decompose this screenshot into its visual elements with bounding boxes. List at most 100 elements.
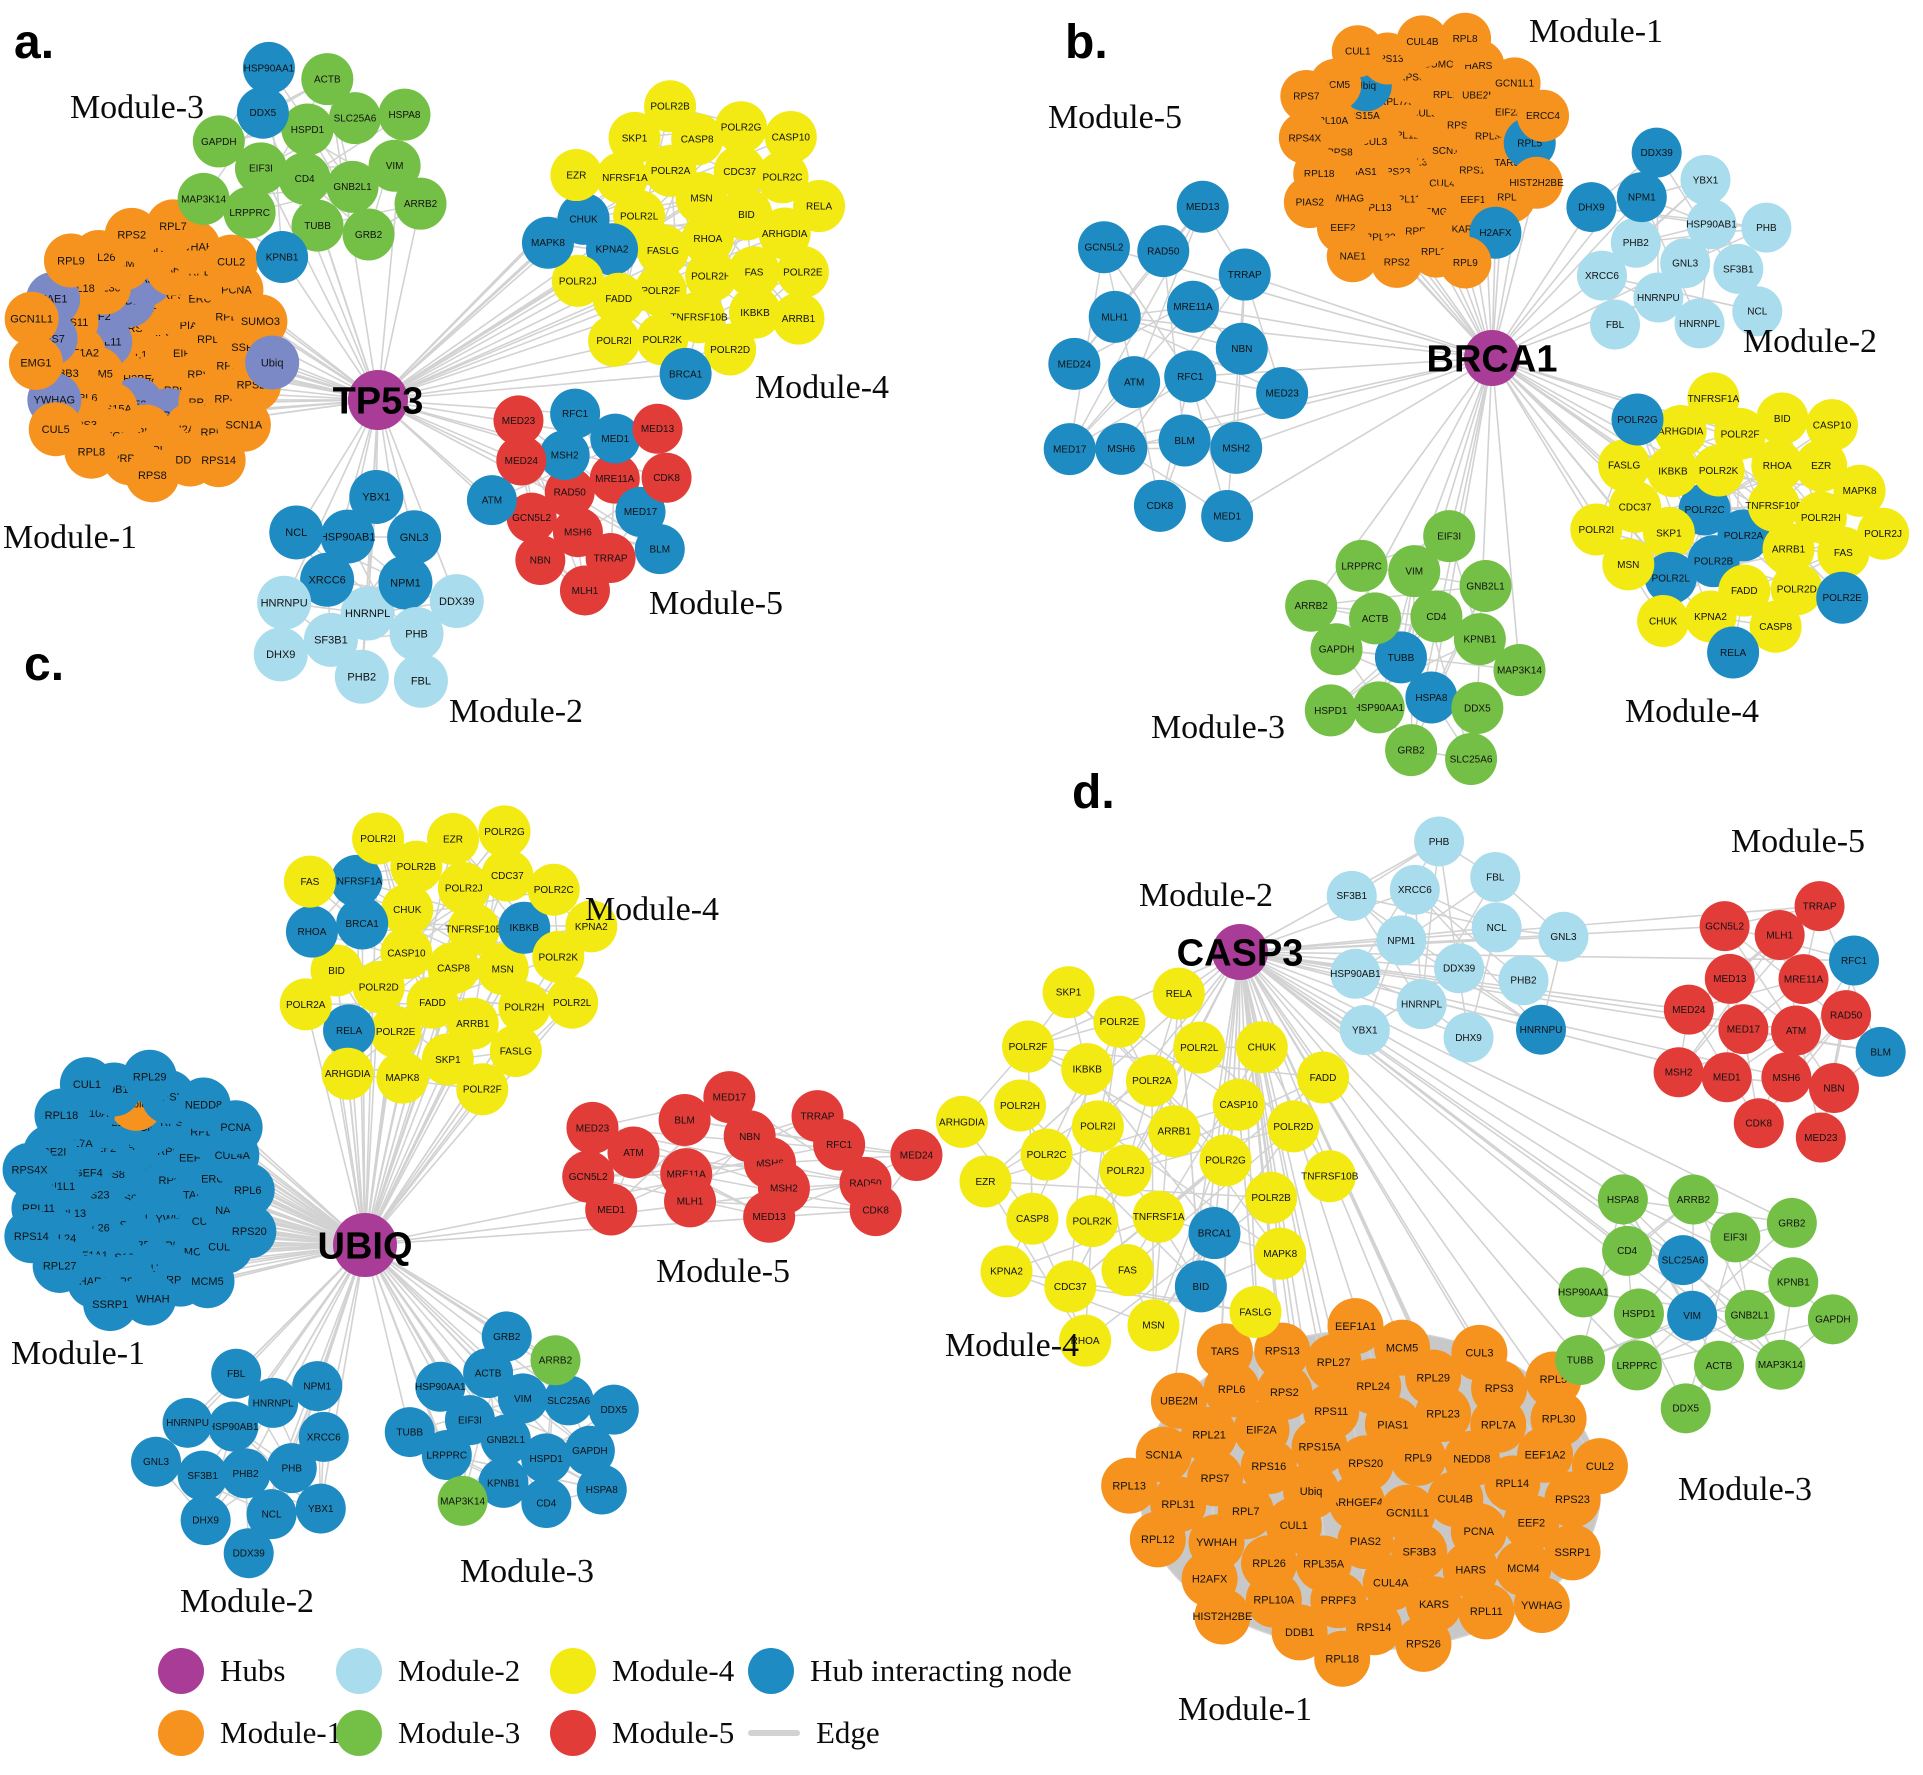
node-POLR2I[interactable]: POLR2I [588, 314, 641, 367]
node-circle[interactable] [530, 1335, 581, 1386]
node-circle[interactable] [1405, 671, 1458, 724]
node-circle[interactable] [1077, 221, 1130, 274]
node-circle[interactable] [1059, 1314, 1112, 1367]
node-RPS4X[interactable]: RPS4X [1278, 111, 1331, 164]
node-EEF2[interactable]: EEF2 [1503, 1494, 1560, 1551]
node-GCN5L2[interactable]: GCN5L2 [1699, 901, 1750, 952]
node-POLR2E[interactable]: POLR2E [369, 1005, 422, 1058]
node-TRRAP[interactable]: TRRAP [791, 1090, 844, 1143]
node-circle[interactable] [248, 1377, 299, 1428]
node-MED23[interactable]: MED23 [566, 1101, 619, 1154]
node-circle[interactable] [253, 627, 308, 682]
node-HNRNPU[interactable]: HNRNPU [1515, 1004, 1566, 1055]
node-SF3B1[interactable]: SF3B1 [1326, 870, 1377, 921]
node-FAS[interactable]: FAS [283, 855, 336, 908]
node-HSPD1[interactable]: HSPD1 [521, 1433, 572, 1484]
node-circle[interactable] [1044, 1260, 1097, 1313]
node-FADD[interactable]: FADD [406, 976, 459, 1029]
node-MED23[interactable]: MED23 [493, 395, 544, 446]
node-DHX9[interactable]: DHX9 [1566, 182, 1617, 233]
node-IKBKB[interactable]: IKBKB [729, 286, 782, 339]
node-circle[interactable] [1235, 1021, 1288, 1074]
node-CUL5[interactable]: CUL5 [28, 402, 83, 457]
node-PIAS2[interactable]: PIAS2 [1283, 176, 1336, 229]
node-FASLG[interactable]: FASLG [489, 1025, 542, 1078]
node-circle[interactable] [1071, 1100, 1124, 1153]
node-DHX9[interactable]: DHX9 [253, 627, 308, 682]
node-RPS14[interactable]: RPS14 [191, 433, 246, 488]
node-circle[interactable] [1127, 1299, 1180, 1352]
node-FADD[interactable]: FADD [1297, 1051, 1350, 1104]
node-ARRB2[interactable]: ARRB2 [1285, 579, 1338, 632]
node-TUBB[interactable]: TUBB [1555, 1334, 1606, 1385]
node-circle[interactable] [301, 53, 354, 106]
node-circle[interactable] [1829, 935, 1880, 986]
node-MED1[interactable]: MED1 [590, 413, 641, 464]
node-circle[interactable] [1245, 1171, 1298, 1224]
node-circle[interactable] [1733, 1098, 1784, 1149]
node-circle[interactable] [1654, 405, 1707, 458]
node-DDB1[interactable]: DDB1 [1271, 1604, 1328, 1661]
node-EZR[interactable]: EZR [426, 812, 479, 865]
node-circle[interactable] [394, 177, 447, 230]
node-MSH6[interactable]: MSH6 [1761, 1052, 1812, 1103]
node-circle[interactable] [1713, 243, 1764, 294]
node-circle[interactable] [1749, 600, 1802, 653]
node-POLR2L[interactable]: POLR2L [1173, 1021, 1226, 1074]
node-circle[interactable] [1132, 1190, 1185, 1243]
node-MAPK8[interactable]: MAPK8 [376, 1051, 429, 1104]
node-MCM5[interactable]: MCM5 [180, 1254, 235, 1309]
node-GAPDH[interactable]: GAPDH [564, 1425, 615, 1476]
node-RAD50[interactable]: RAD50 [544, 467, 595, 518]
node-circle[interactable] [1555, 1334, 1606, 1385]
node-HSP90AB1[interactable]: HSP90AB1 [320, 509, 376, 564]
node-circle[interactable] [233, 294, 288, 349]
node-TNFRSF1A[interactable]: TNFRSF1A [595, 151, 648, 204]
node-ARHGDIA[interactable]: ARHGDIA [1654, 405, 1707, 458]
node-circle[interactable] [1310, 623, 1363, 676]
node-POLR2I[interactable]: POLR2I [1071, 1100, 1124, 1153]
node-POLR2B[interactable]: POLR2B [1245, 1171, 1298, 1224]
node-SF3B1[interactable]: SF3B1 [177, 1450, 228, 1501]
node-IKBKB[interactable]: IKBKB [1646, 445, 1699, 498]
node-circle[interactable] [1389, 864, 1440, 915]
node-TNFRSF10B[interactable]: TNFRSF10B [1301, 1150, 1359, 1203]
node-circle[interactable] [658, 1094, 711, 1147]
node-NPM1[interactable]: NPM1 [1376, 915, 1427, 966]
node-PHB[interactable]: PHB [1414, 816, 1465, 867]
node-circle[interactable] [378, 555, 433, 610]
node-circle[interactable] [1754, 909, 1805, 960]
node-RAD50[interactable]: RAD50 [1137, 225, 1190, 278]
node-circle[interactable] [1150, 1372, 1207, 1429]
node-HNRNPL[interactable]: HNRNPL [248, 1377, 299, 1428]
node-circle[interactable] [1285, 579, 1338, 632]
node-circle[interactable] [295, 1483, 346, 1534]
node-circle[interactable] [1303, 1150, 1356, 1203]
node-TUBB[interactable]: TUBB [1374, 631, 1427, 684]
node-GNL3[interactable]: GNL3 [387, 510, 442, 565]
node-PHB2[interactable]: PHB2 [220, 1448, 271, 1499]
node-GAPDH[interactable]: GAPDH [1310, 623, 1363, 676]
node-circle[interactable] [729, 286, 782, 339]
node-RPL6[interactable]: RPL6 [220, 1163, 275, 1218]
node-circle[interactable] [1667, 1290, 1718, 1341]
node-circle[interactable] [131, 1436, 182, 1487]
node-circle[interactable] [1590, 299, 1641, 350]
node-circle[interactable] [539, 430, 590, 481]
node-MED17[interactable]: MED17 [615, 486, 666, 537]
node-circle[interactable] [1805, 399, 1858, 452]
node-circle[interactable] [713, 145, 766, 198]
node-circle[interactable] [384, 1407, 435, 1458]
node-BRCA1[interactable]: BRCA1 [659, 347, 712, 400]
node-circle[interactable] [1751, 439, 1804, 492]
node-DDX39[interactable]: DDX39 [429, 574, 484, 629]
node-RPS20[interactable]: RPS20 [1337, 1435, 1394, 1492]
node-circle[interactable] [1544, 1524, 1601, 1581]
node-GRB2[interactable]: GRB2 [342, 208, 395, 261]
node-SLC25A6[interactable]: SLC25A6 [1658, 1235, 1709, 1286]
node-FBL[interactable]: FBL [211, 1348, 262, 1399]
node-circle[interactable] [1210, 421, 1263, 474]
node-circle[interactable] [1254, 1322, 1311, 1379]
node-circle[interactable] [615, 486, 666, 537]
node-circle[interactable] [576, 1464, 627, 1515]
